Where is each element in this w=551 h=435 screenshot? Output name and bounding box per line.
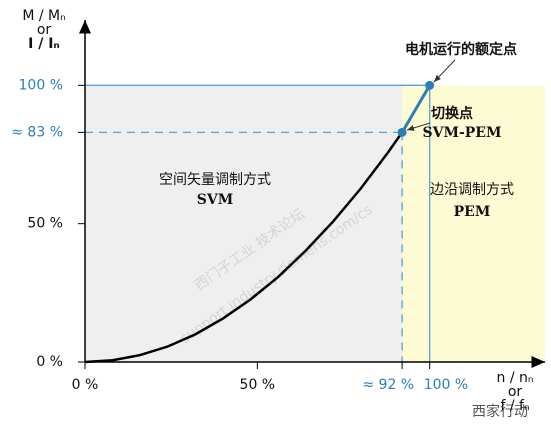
y-tick-label: 100 % (19, 77, 63, 93)
y-tick-label: 0 % (36, 354, 63, 370)
annotation: SVM-PEM (423, 125, 502, 141)
y-axis-label: I / Iₙ (28, 36, 60, 52)
x-axis-label: or (508, 384, 523, 400)
region-mode: SVM (197, 192, 233, 208)
annotation: 电机运行的额定点 (405, 41, 517, 58)
y-tick-label: ≈ 83 % (11, 124, 63, 140)
y-tick-label: 50 % (27, 216, 63, 232)
watermark: 西家行动 (472, 403, 528, 420)
point (425, 80, 435, 90)
annotation-arrow (433, 59, 456, 83)
x-axis-label: f / fₙ (500, 398, 529, 414)
x-tick-label: 50 % (240, 377, 276, 393)
point (397, 127, 407, 137)
x-axis-label: n / nₙ (497, 370, 534, 386)
annotation-arrow (406, 122, 431, 131)
x-tick-label: 0 % (72, 377, 99, 393)
region-label: 边沿调制方式 (430, 182, 514, 198)
annotation: 切换点 (431, 105, 473, 122)
y-axis-label: M / Mₙ (22, 8, 65, 24)
x-tick-label: 100 % (424, 377, 468, 393)
region-mode: PEM (454, 204, 491, 220)
region (85, 85, 408, 362)
region (402, 85, 545, 362)
y-axis-label: or (37, 22, 52, 38)
x-tick-label: ≈ 92 % (362, 377, 414, 393)
series-line (84, 131, 404, 364)
series-line (400, 84, 431, 134)
region-label: 空间矢量调制方式 (159, 172, 271, 188)
